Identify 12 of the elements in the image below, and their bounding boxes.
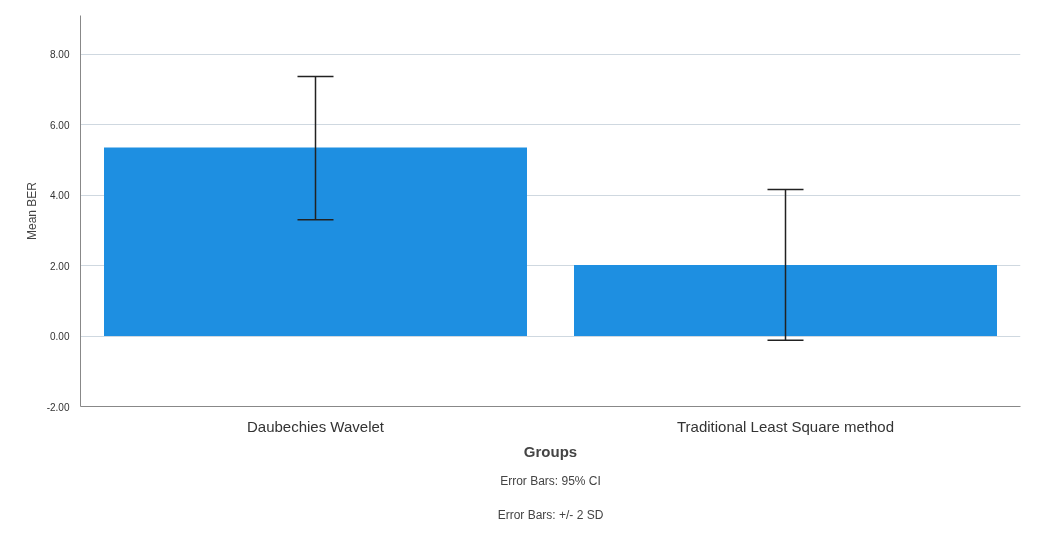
y-tick-label: 8.00	[50, 49, 70, 61]
x-axis-title: Groups	[523, 442, 578, 460]
y-tick-label: 2.00	[50, 260, 70, 272]
text: Error Bars: 95% CI	[500, 473, 601, 488]
y-tick-label: 0.00	[50, 331, 70, 343]
y-tick-label: 6.00	[50, 119, 70, 131]
text: Error Bars: +/- 2 SD	[497, 507, 604, 522]
y-tick-label: 4.00	[50, 190, 70, 202]
x-tick-label: Traditional Least Square method	[676, 417, 895, 435]
y-axis-title: Mean BER	[24, 181, 39, 241]
y-tick-label: -2.00	[46, 401, 70, 413]
x-tick-label: Daubechies Wavelet	[246, 417, 385, 435]
